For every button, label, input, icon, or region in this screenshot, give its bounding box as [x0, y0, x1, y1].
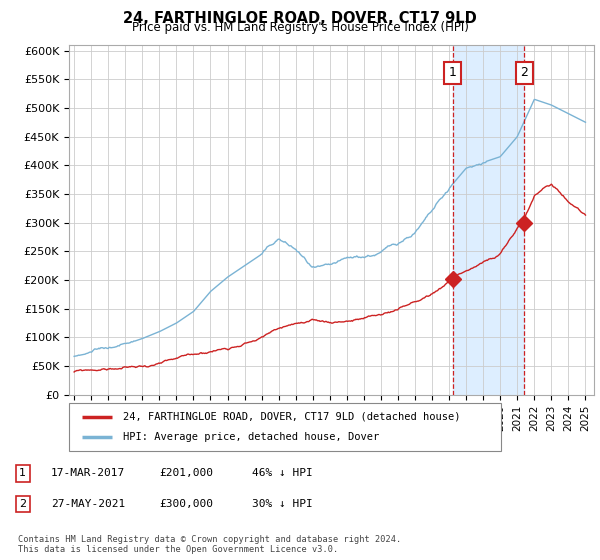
- Text: 24, FARTHINGLOE ROAD, DOVER, CT17 9LD (detached house): 24, FARTHINGLOE ROAD, DOVER, CT17 9LD (d…: [123, 412, 461, 422]
- Text: 2: 2: [19, 499, 26, 509]
- Text: 1: 1: [449, 66, 457, 80]
- Text: £300,000: £300,000: [159, 499, 213, 509]
- FancyBboxPatch shape: [69, 403, 501, 451]
- Text: 27-MAY-2021: 27-MAY-2021: [51, 499, 125, 509]
- Text: £201,000: £201,000: [159, 468, 213, 478]
- Text: 30% ↓ HPI: 30% ↓ HPI: [252, 499, 313, 509]
- Text: Price paid vs. HM Land Registry's House Price Index (HPI): Price paid vs. HM Land Registry's House …: [131, 21, 469, 34]
- Text: 2: 2: [520, 66, 528, 80]
- Text: 46% ↓ HPI: 46% ↓ HPI: [252, 468, 313, 478]
- Text: 1: 1: [19, 468, 26, 478]
- Text: HPI: Average price, detached house, Dover: HPI: Average price, detached house, Dove…: [123, 432, 379, 442]
- Text: Contains HM Land Registry data © Crown copyright and database right 2024.
This d: Contains HM Land Registry data © Crown c…: [18, 535, 401, 554]
- Text: 24, FARTHINGLOE ROAD, DOVER, CT17 9LD: 24, FARTHINGLOE ROAD, DOVER, CT17 9LD: [123, 11, 477, 26]
- Bar: [452, 45, 524, 395]
- Text: 17-MAR-2017: 17-MAR-2017: [51, 468, 125, 478]
